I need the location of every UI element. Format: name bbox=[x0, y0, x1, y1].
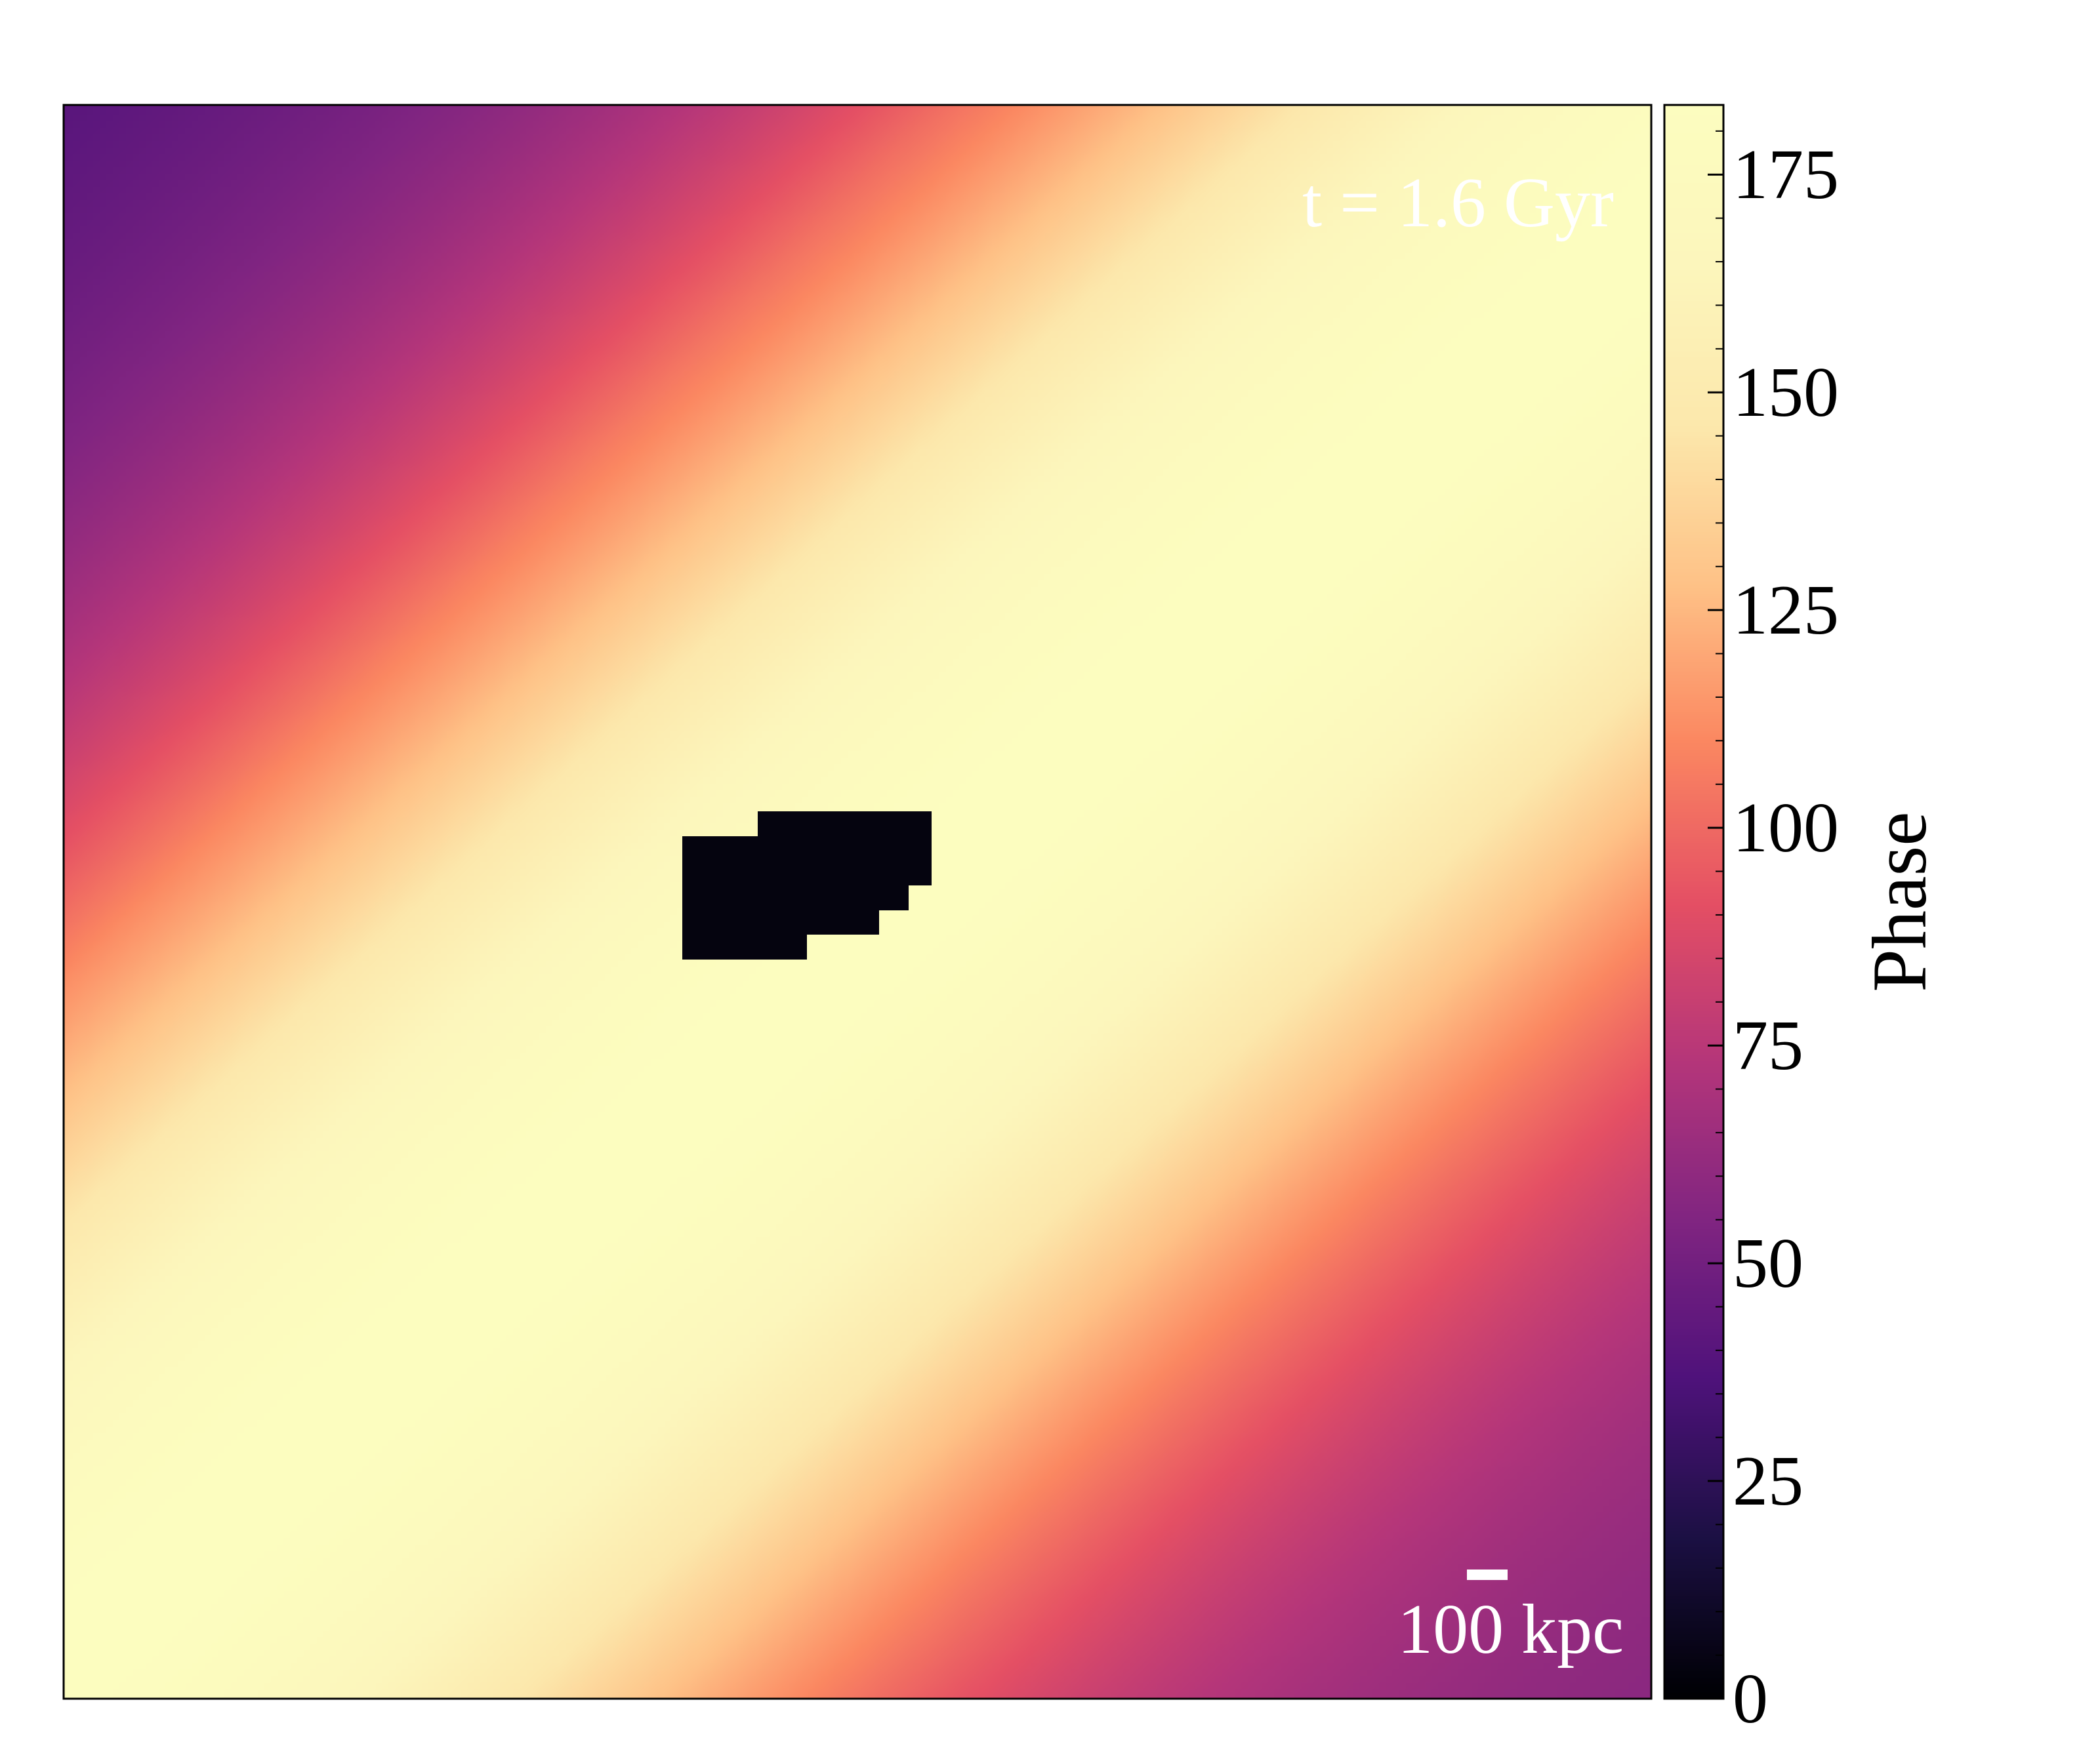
colorbar-tick-label: 150 bbox=[1733, 354, 1839, 432]
colorbar-ticks: 0 25 50 75 100 125 150 175 bbox=[1708, 130, 1839, 1738]
colorbar-tick-label: 75 bbox=[1733, 1007, 1803, 1085]
time-annotation: t = 1.6 Gyr bbox=[1302, 164, 1614, 242]
masked-region bbox=[682, 811, 932, 960]
colorbar-tick-label: 50 bbox=[1733, 1225, 1803, 1303]
map-frame bbox=[62, 104, 1653, 1700]
colorbar-label: Phase bbox=[1857, 811, 1943, 992]
colorbar-gradient bbox=[1664, 105, 1723, 1699]
scale-bar bbox=[1467, 1570, 1508, 1580]
colorbar-tick-label: 0 bbox=[1733, 1660, 1768, 1738]
phase-heatmap bbox=[64, 105, 1651, 1699]
colorbar-tick-label: 25 bbox=[1733, 1442, 1803, 1520]
colorbar-tick-label: 100 bbox=[1733, 789, 1839, 867]
colorbar-tick-label: 175 bbox=[1733, 136, 1839, 214]
colorbar-frame bbox=[1663, 104, 1725, 1700]
colorbar: 0 25 50 75 100 125 150 175 bbox=[1663, 104, 1839, 1738]
colorbar-tick-label: 125 bbox=[1733, 571, 1839, 649]
scale-bar-label: 100 kpc bbox=[1397, 1590, 1624, 1669]
